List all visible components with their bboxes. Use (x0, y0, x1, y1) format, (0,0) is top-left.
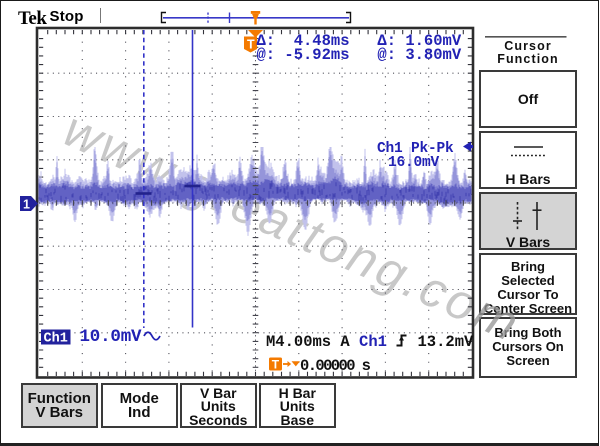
svg-text:1: 1 (23, 198, 30, 212)
svg-text:T: T (272, 357, 280, 371)
svg-text:Ch1: Ch1 (44, 332, 68, 347)
svg-text:T: T (247, 38, 255, 52)
